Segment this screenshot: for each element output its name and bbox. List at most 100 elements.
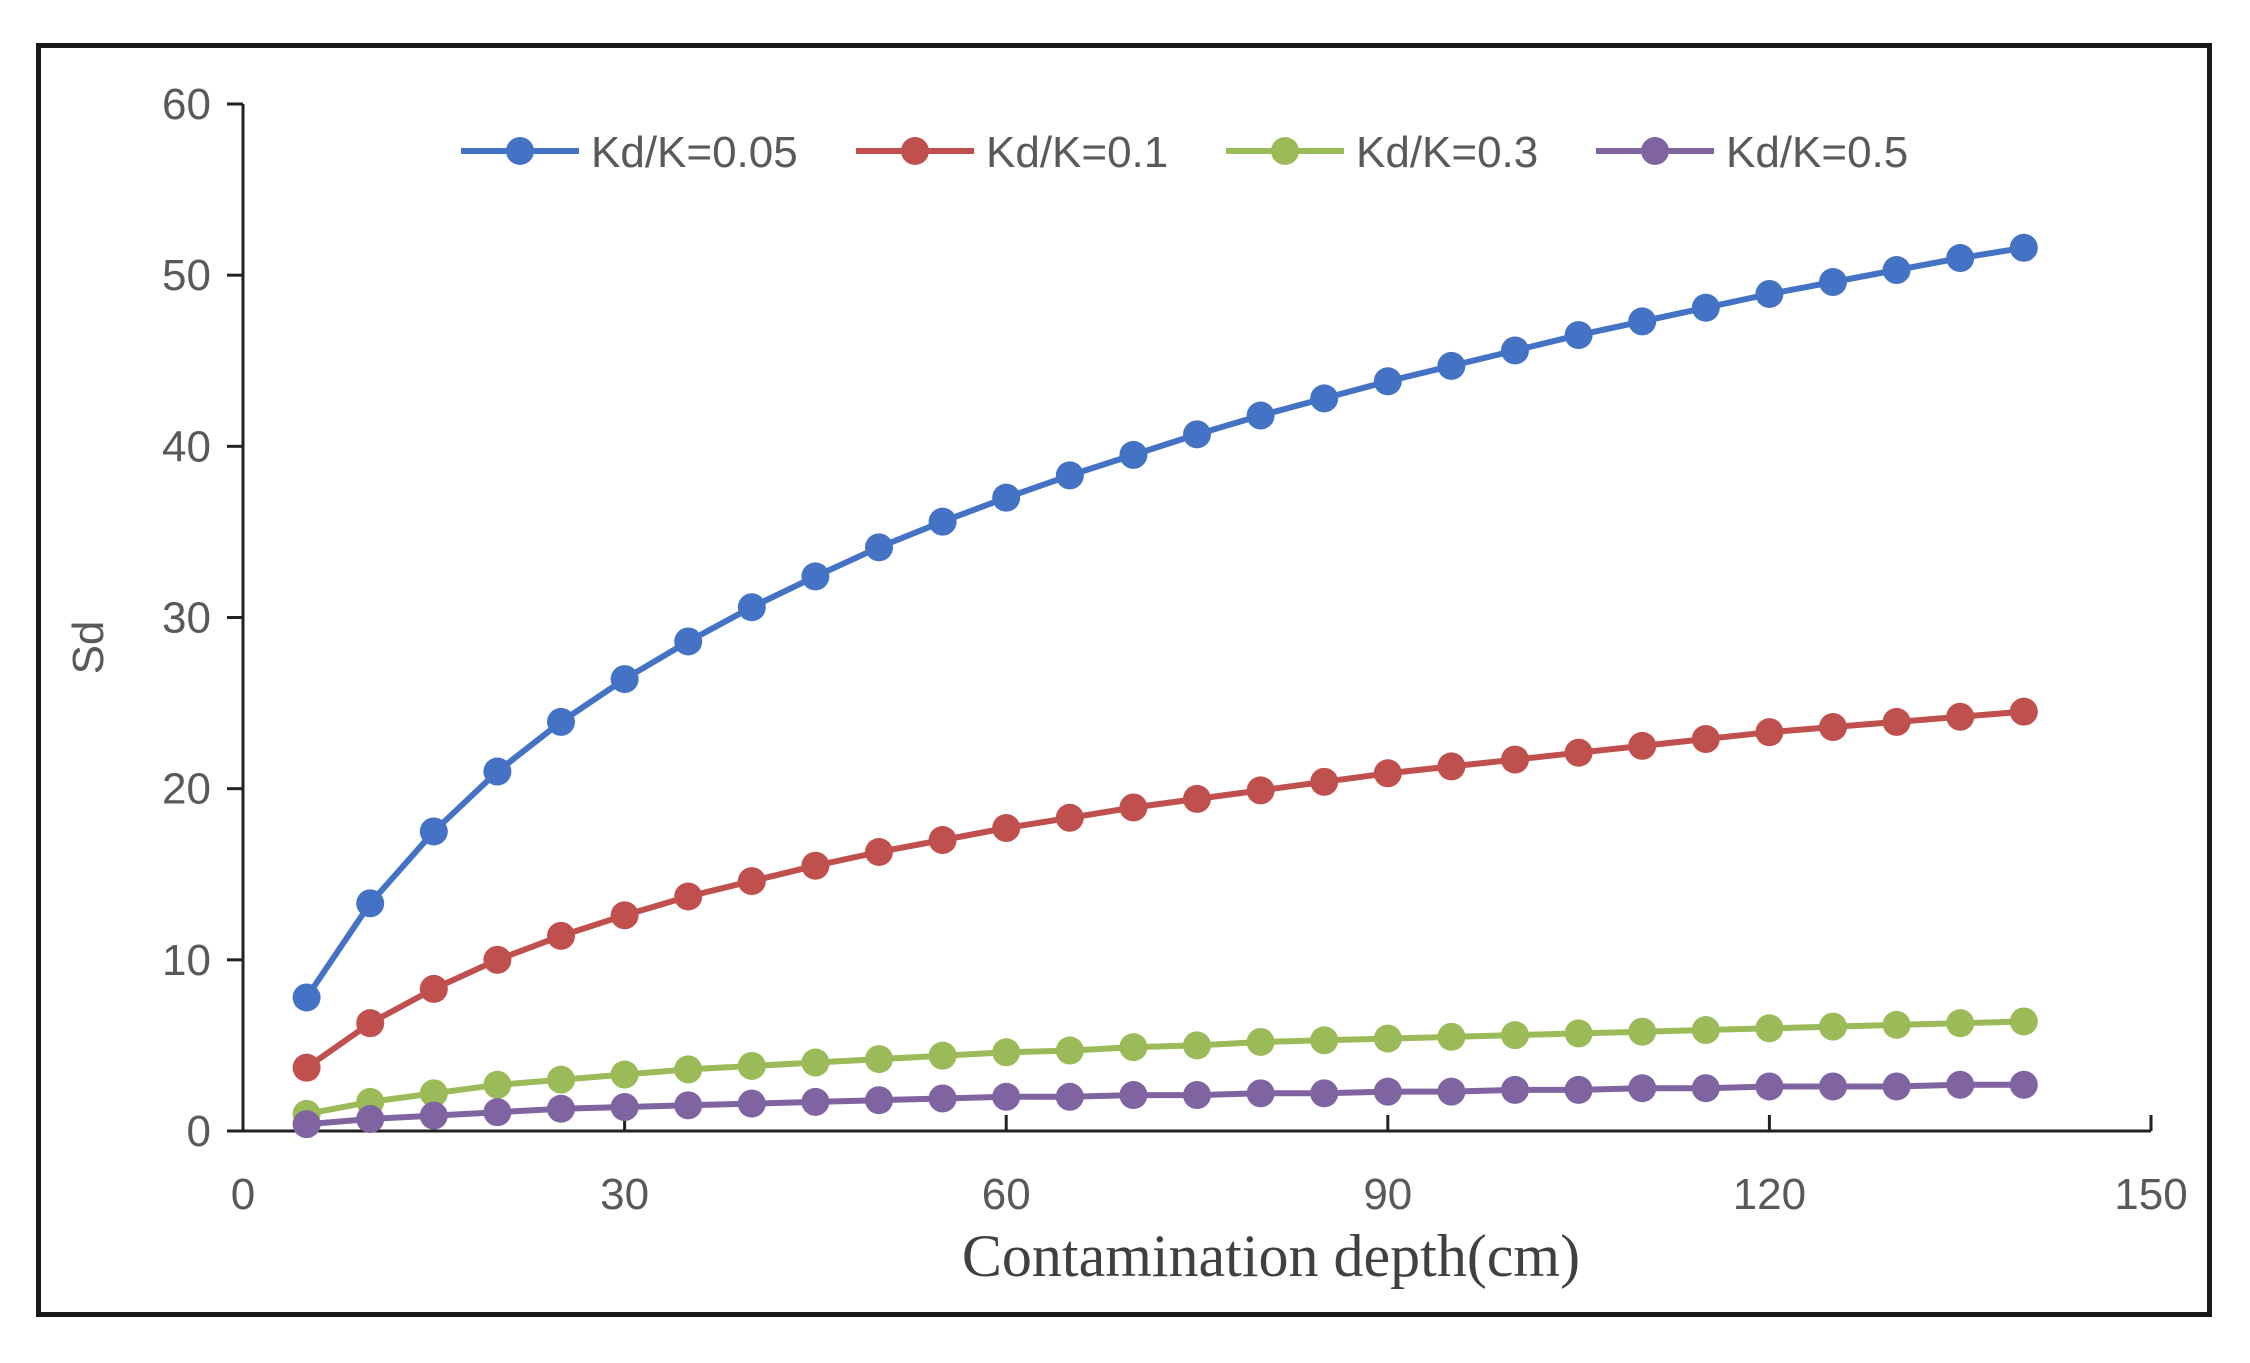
data-point bbox=[547, 707, 575, 736]
data-point bbox=[992, 1082, 1021, 1111]
series-lines bbox=[304, 244, 2025, 1128]
data-point bbox=[801, 851, 830, 880]
data-point bbox=[1373, 759, 1402, 788]
data-point bbox=[928, 1041, 957, 1070]
legend: Kd/K=0.05 Kd/K=0.1 Kd/K=0.3 Kd/K=0.5 bbox=[461, 128, 1908, 177]
data-point bbox=[1628, 307, 1657, 336]
data-point bbox=[2009, 1070, 2038, 1099]
data-point bbox=[292, 1053, 321, 1082]
data-point bbox=[2009, 697, 2038, 726]
data-point bbox=[1628, 1074, 1657, 1103]
series-points bbox=[292, 233, 2038, 1139]
x-tick-label: 150 bbox=[2114, 1170, 2187, 1219]
y-axis-title: Sd bbox=[64, 621, 113, 675]
data-point bbox=[801, 562, 830, 591]
data-point bbox=[483, 945, 512, 974]
data-point bbox=[1628, 1017, 1657, 1046]
data-point bbox=[1501, 336, 1529, 365]
data-point bbox=[1691, 1074, 1720, 1103]
data-point bbox=[1310, 1026, 1339, 1055]
data-point bbox=[992, 814, 1021, 843]
data-point bbox=[547, 1094, 575, 1123]
y-tick-label: 50 bbox=[162, 251, 211, 300]
data-point bbox=[1501, 745, 1529, 774]
y-tick-label: 30 bbox=[162, 594, 211, 643]
data-point bbox=[419, 1101, 448, 1130]
data-point bbox=[1564, 1075, 1593, 1104]
data-point bbox=[1946, 702, 1975, 731]
data-point bbox=[419, 817, 448, 846]
data-point bbox=[1373, 1024, 1402, 1053]
series-line-0 bbox=[304, 244, 2025, 1000]
data-point bbox=[1819, 1012, 1847, 1041]
data-point bbox=[1628, 731, 1657, 760]
data-point bbox=[356, 1009, 385, 1038]
data-point bbox=[1564, 738, 1593, 767]
data-point bbox=[1691, 1016, 1720, 1045]
data-point bbox=[1119, 793, 1148, 822]
y-tick-label: 60 bbox=[162, 80, 211, 129]
data-point bbox=[992, 1038, 1021, 1067]
data-point bbox=[1819, 268, 1847, 297]
legend-label: Kd/K=0.3 bbox=[1356, 128, 1538, 177]
data-point bbox=[1755, 718, 1784, 747]
data-point bbox=[610, 1060, 639, 1089]
data-point bbox=[610, 665, 639, 694]
data-point bbox=[801, 1048, 830, 1077]
data-point bbox=[1882, 256, 1911, 285]
legend-swatch-marker bbox=[901, 137, 929, 165]
legend-label: Kd/K=0.05 bbox=[591, 128, 798, 177]
data-point bbox=[1564, 1019, 1593, 1048]
data-point bbox=[356, 1105, 385, 1134]
data-point bbox=[1055, 803, 1084, 832]
x-tick-label: 30 bbox=[600, 1170, 649, 1219]
data-point bbox=[483, 1098, 512, 1127]
data-point bbox=[1691, 725, 1720, 754]
data-point bbox=[1246, 1079, 1275, 1108]
data-point bbox=[992, 483, 1021, 512]
x-axis-title: Contamination depth(cm) bbox=[962, 1223, 1580, 1289]
data-point bbox=[1819, 713, 1847, 742]
data-point bbox=[1501, 1021, 1529, 1050]
data-point bbox=[1946, 1009, 1975, 1038]
data-point bbox=[2009, 233, 2038, 262]
data-point bbox=[801, 1087, 830, 1116]
data-point bbox=[1755, 279, 1784, 308]
data-point bbox=[1437, 752, 1466, 781]
y-tick-label: 10 bbox=[162, 936, 211, 985]
legend-label: Kd/K=0.5 bbox=[1726, 128, 1908, 177]
y-tick-label: 20 bbox=[162, 765, 211, 814]
data-point bbox=[292, 1110, 321, 1139]
data-point bbox=[1882, 707, 1911, 736]
data-point bbox=[1501, 1075, 1529, 1104]
data-point bbox=[356, 889, 385, 918]
data-point bbox=[865, 1045, 893, 1074]
data-point bbox=[1310, 767, 1339, 796]
data-point bbox=[1055, 1036, 1084, 1065]
data-point bbox=[1946, 1070, 1975, 1099]
data-point bbox=[1119, 1081, 1148, 1110]
ticks: 0 10 20 30 40 50 60 0 30 60 90 120 150 bbox=[162, 80, 2188, 1219]
data-point bbox=[610, 1093, 639, 1122]
data-point bbox=[2009, 1007, 2038, 1036]
y-tick-label: 0 bbox=[187, 1107, 211, 1156]
data-point bbox=[1819, 1072, 1847, 1101]
data-point bbox=[674, 1055, 703, 1084]
data-point bbox=[547, 1065, 575, 1094]
data-point bbox=[419, 1079, 448, 1108]
data-point bbox=[737, 867, 766, 896]
data-point bbox=[1946, 244, 1975, 273]
data-point bbox=[610, 901, 639, 930]
data-point bbox=[737, 1089, 766, 1118]
data-point bbox=[1055, 1082, 1084, 1111]
data-point bbox=[1183, 420, 1211, 449]
data-point bbox=[928, 507, 957, 536]
data-point bbox=[292, 983, 321, 1012]
data-point bbox=[1882, 1010, 1911, 1039]
data-point bbox=[1882, 1072, 1911, 1101]
legend-swatch-marker bbox=[506, 137, 534, 165]
series-line-2 bbox=[306, 1018, 2024, 1117]
data-point bbox=[547, 921, 575, 950]
x-tick-label: 120 bbox=[1733, 1170, 1806, 1219]
data-point bbox=[674, 627, 703, 656]
